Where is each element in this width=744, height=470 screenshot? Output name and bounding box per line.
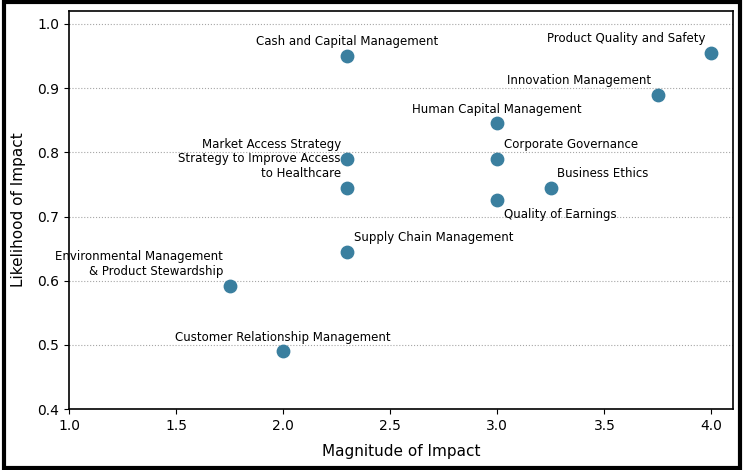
Point (491, 197, 503, 204)
Point (278, 347, 289, 355)
Text: Product Quality and Safety: Product Quality and Safety (547, 32, 705, 45)
Text: Customer Relationship Management: Customer Relationship Management (176, 330, 391, 344)
Point (491, 120, 503, 127)
Text: Quality of Earnings: Quality of Earnings (504, 208, 616, 221)
Text: Market Access Strategy: Market Access Strategy (202, 138, 341, 151)
Point (705, 49, 717, 56)
Text: Supply Chain Management: Supply Chain Management (354, 231, 513, 244)
Text: Strategy to Improve Access
to Healthcare: Strategy to Improve Access to Healthcare (179, 152, 341, 180)
Text: Human Capital Management: Human Capital Management (412, 103, 582, 116)
Text: Cash and Capital Management: Cash and Capital Management (256, 35, 438, 48)
Point (491, 155, 503, 163)
Text: Environmental Management
& Product Stewardship: Environmental Management & Product Stewa… (55, 250, 223, 278)
Point (341, 248, 353, 256)
Point (545, 184, 557, 191)
Point (341, 52, 353, 60)
Text: Business Ethics: Business Ethics (557, 167, 649, 180)
Text: Corporate Governance: Corporate Governance (504, 138, 638, 151)
Y-axis label: Likelihood of Impact: Likelihood of Impact (11, 133, 26, 288)
Point (652, 91, 664, 98)
Point (224, 282, 236, 290)
Point (341, 155, 353, 163)
Point (341, 184, 353, 191)
X-axis label: Magnitude of Impact: Magnitude of Impact (321, 444, 480, 459)
Text: Innovation Management: Innovation Management (507, 74, 652, 87)
